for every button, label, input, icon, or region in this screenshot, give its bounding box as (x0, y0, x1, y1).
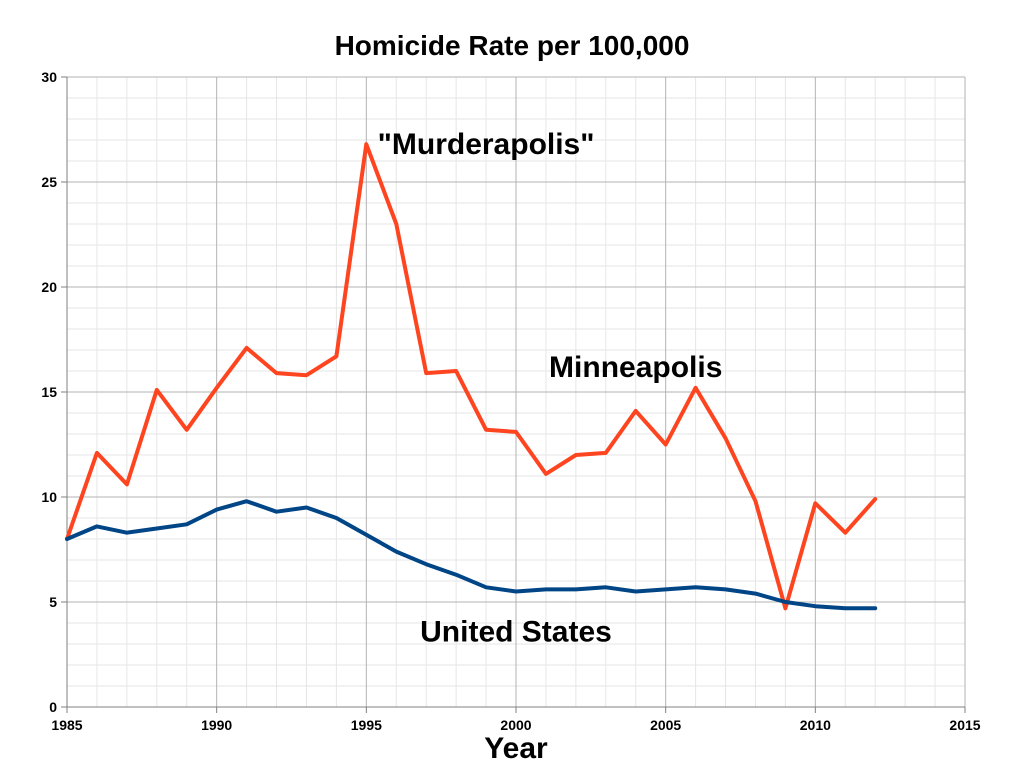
x-tick-label: 2015 (949, 717, 980, 733)
y-tick-label: 15 (41, 384, 57, 400)
axes (61, 76, 966, 713)
x-tick-label: 1985 (51, 717, 82, 733)
x-axis-label: Year (484, 732, 548, 765)
annotation-label: Minneapolis (549, 351, 722, 384)
x-tick-label: 2000 (500, 717, 531, 733)
y-tick-label: 30 (41, 69, 57, 85)
y-tick-label: 20 (41, 279, 57, 295)
annotation-layer: "Murderapolis" Minneapolis United States (378, 128, 723, 648)
y-tick-label: 25 (41, 174, 57, 190)
series-line-united-states (65, 499, 878, 611)
x-tick-label: 2010 (800, 717, 831, 733)
x-tick-label: 2005 (650, 717, 681, 733)
y-tick-label: 5 (49, 594, 57, 610)
x-tick-label: 1990 (201, 717, 232, 733)
annotation-label: United States (420, 615, 612, 648)
chart-title: Homicide Rate per 100,000 (335, 30, 690, 61)
y-tick-label: 10 (41, 489, 57, 505)
series-layer (65, 142, 878, 611)
tick-labels: 0 5 10 15 20 25 30 1985 1990 1995 2000 2005 2010 2015 (41, 69, 980, 733)
major-grid (66, 76, 966, 708)
series-line-minneapolis (65, 142, 878, 611)
x-tick-label: 1995 (351, 717, 382, 733)
annotation-label: "Murderapolis" (378, 128, 595, 161)
y-tick-label: 0 (49, 699, 57, 715)
